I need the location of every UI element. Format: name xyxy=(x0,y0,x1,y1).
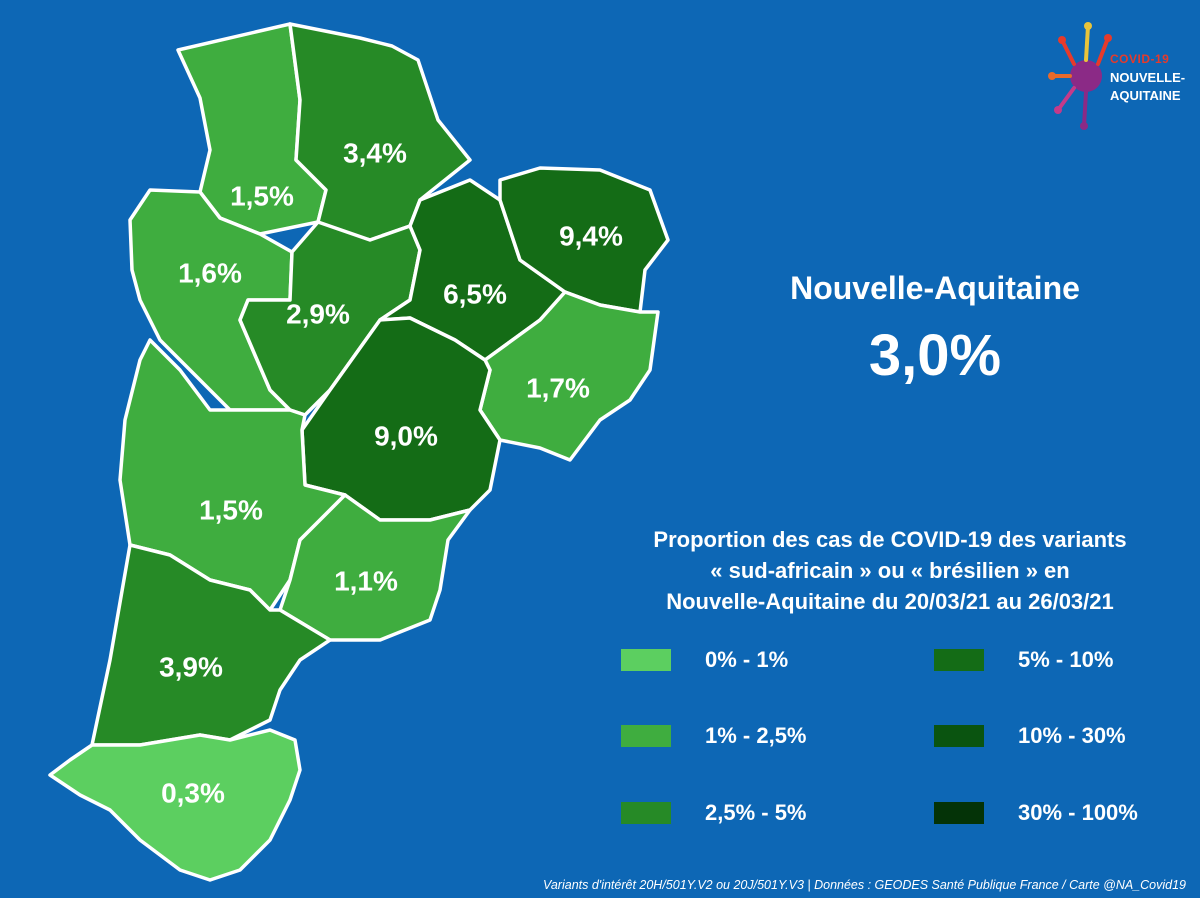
label-dordogne: 9,0% xyxy=(374,420,438,451)
legend-label: 1% - 2,5% xyxy=(705,723,807,748)
legend-swatch xyxy=(934,649,984,671)
logo-text-nouvelle: NOUVELLE- xyxy=(1110,70,1186,85)
dept-lot-et-garonne[interactable] xyxy=(278,493,472,642)
legend-swatch xyxy=(621,802,671,824)
label-lot-et-garonne: 1,1% xyxy=(334,565,398,596)
legend-title-line: Nouvelle-Aquitaine du 20/03/21 au 26/03/… xyxy=(666,589,1114,614)
label-charente: 2,9% xyxy=(286,298,350,329)
label-haute-vienne: 6,5% xyxy=(443,278,507,309)
label-deux-sevres: 1,5% xyxy=(230,180,294,211)
label-correze: 1,7% xyxy=(526,372,590,403)
label-charente-maritime: 1,6% xyxy=(178,257,242,288)
legend-title-line: Proportion des cas de COVID-19 des varia… xyxy=(653,527,1127,552)
legend-label: 10% - 30% xyxy=(1018,723,1126,748)
covid19-nouvelle-aquitaine-logo: COVID-19 NOUVELLE- AQUITAINE xyxy=(1048,18,1188,133)
dept-pyrenees-atlantiques[interactable] xyxy=(48,728,302,882)
label-creuse: 9,4% xyxy=(559,220,623,251)
label-gironde: 1,5% xyxy=(199,494,263,525)
logo-text-aquitaine: AQUITAINE xyxy=(1110,88,1181,103)
label-pyrenees-atlantiques: 0,3% xyxy=(161,777,225,808)
dept-creuse[interactable] xyxy=(498,166,670,314)
logo-text-covid: COVID-19 xyxy=(1110,52,1170,66)
legend-item: 5% - 10% xyxy=(934,647,1113,673)
legend-label: 30% - 100% xyxy=(1018,800,1138,825)
legend-swatch xyxy=(934,725,984,747)
virus-icon xyxy=(1048,22,1112,130)
legend-swatch xyxy=(621,649,671,671)
legend-title: Proportion des cas de COVID-19 des varia… xyxy=(590,524,1190,617)
legend-item: 30% - 100% xyxy=(934,800,1138,826)
label-landes: 3,9% xyxy=(159,651,223,682)
label-vienne: 3,4% xyxy=(343,137,407,168)
legend-item: 0% - 1% xyxy=(621,647,788,673)
legend-swatch xyxy=(934,802,984,824)
legend-label: 0% - 1% xyxy=(705,647,789,672)
legend-item: 2,5% - 5% xyxy=(621,800,807,826)
region-name: Nouvelle-Aquitaine xyxy=(790,270,1080,306)
region-value: 3,0% xyxy=(868,323,1002,388)
legend-label: 2,5% - 5% xyxy=(705,800,807,825)
legend-item: 1% - 2,5% xyxy=(621,723,807,749)
legend-item: 10% - 30% xyxy=(934,723,1126,749)
footer-credits: Variants d'intérêt 20H/501Y.V2 ou 20J/50… xyxy=(542,878,1186,892)
legend-label: 5% - 10% xyxy=(1018,647,1114,672)
legend-title-line: « sud-africain » ou « brésilien » en xyxy=(710,558,1070,583)
legend-swatch xyxy=(621,725,671,747)
